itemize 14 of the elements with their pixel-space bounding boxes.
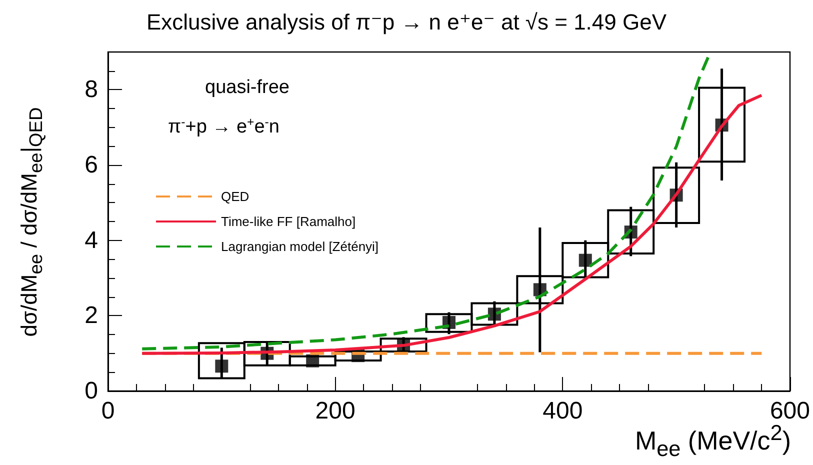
y-tick-label: 6 — [84, 152, 98, 178]
y-tick-label: 4 — [84, 226, 98, 254]
y-tick-label: 2 — [84, 302, 98, 330]
y-tick-label: 0 — [84, 378, 98, 404]
annotation: quasi-free — [205, 77, 290, 98]
chart-title: Exclusive analysis of π⁻p → n e⁺e⁻ at √s = 1.49 GeV — [146, 10, 667, 34]
legend-label: Time-like FF [Ramalho] — [221, 214, 356, 229]
x-tick-label: 200 — [315, 398, 356, 424]
y-tick-label: 8 — [84, 76, 98, 104]
legend-label: Lagrangian model [Zétényi] — [221, 239, 379, 254]
x-tick-label: 400 — [542, 398, 583, 424]
legend-label: QED — [221, 189, 250, 204]
x-tick-label: 0 — [101, 398, 115, 424]
annotation: π-+p → e+e-n — [168, 115, 280, 138]
